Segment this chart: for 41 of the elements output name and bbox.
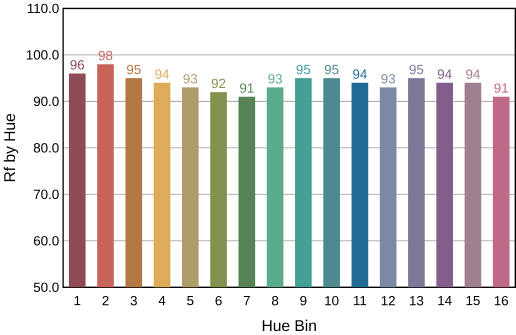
x-tick-label: 3 <box>130 296 137 306</box>
x-tick-label: 15 <box>466 296 480 306</box>
x-tick-label: 4 <box>158 296 166 306</box>
x-tick-label: 9 <box>300 296 306 306</box>
x-tick-label: 6 <box>216 296 222 306</box>
x-tick-label: 11 <box>354 296 366 306</box>
x-tick-label: 7 <box>244 296 250 306</box>
y-tick-label: 70.0 <box>34 190 59 200</box>
x-tick-label: 1 <box>74 296 80 306</box>
data-label: 91 <box>240 83 254 93</box>
data-label: 92 <box>212 78 226 88</box>
x-tick-label: 2 <box>102 296 109 306</box>
data-label: 95 <box>410 64 424 74</box>
data-label: 95 <box>126 64 141 74</box>
data-label: 93 <box>268 74 282 84</box>
x-axis-title: Hue Bin <box>262 320 316 332</box>
x-tick-label: 8 <box>272 296 278 306</box>
x-tick-label: 13 <box>410 296 424 306</box>
y-tick-label: 100.0 <box>26 50 59 60</box>
data-label: 94 <box>438 70 452 79</box>
y-axis-title: Rf by Hue <box>4 114 18 182</box>
data-label: 96 <box>70 60 84 70</box>
data-label: 95 <box>296 64 310 74</box>
y-tick-label: 90.0 <box>34 96 59 106</box>
y-tick-label: 110.0 <box>28 4 59 14</box>
x-tick-label: 12 <box>382 296 395 306</box>
y-tick-label: 80.0 <box>34 143 59 153</box>
y-tick-label: 50.0 <box>34 282 59 292</box>
data-label: 98 <box>98 50 112 60</box>
data-label: 93 <box>381 74 395 84</box>
x-tick-label: 16 <box>494 296 508 306</box>
x-tick-label: 14 <box>438 296 452 306</box>
y-tick-label: 60.0 <box>34 236 59 246</box>
x-tick-label: 10 <box>325 296 339 306</box>
data-label: 94 <box>353 70 367 79</box>
data-label: 94 <box>466 70 480 79</box>
data-label: 91 <box>494 83 508 93</box>
data-label: 94 <box>155 70 170 79</box>
x-tick-label: 5 <box>187 296 194 306</box>
data-label: 93 <box>184 74 198 84</box>
data-label: 95 <box>324 64 338 74</box>
